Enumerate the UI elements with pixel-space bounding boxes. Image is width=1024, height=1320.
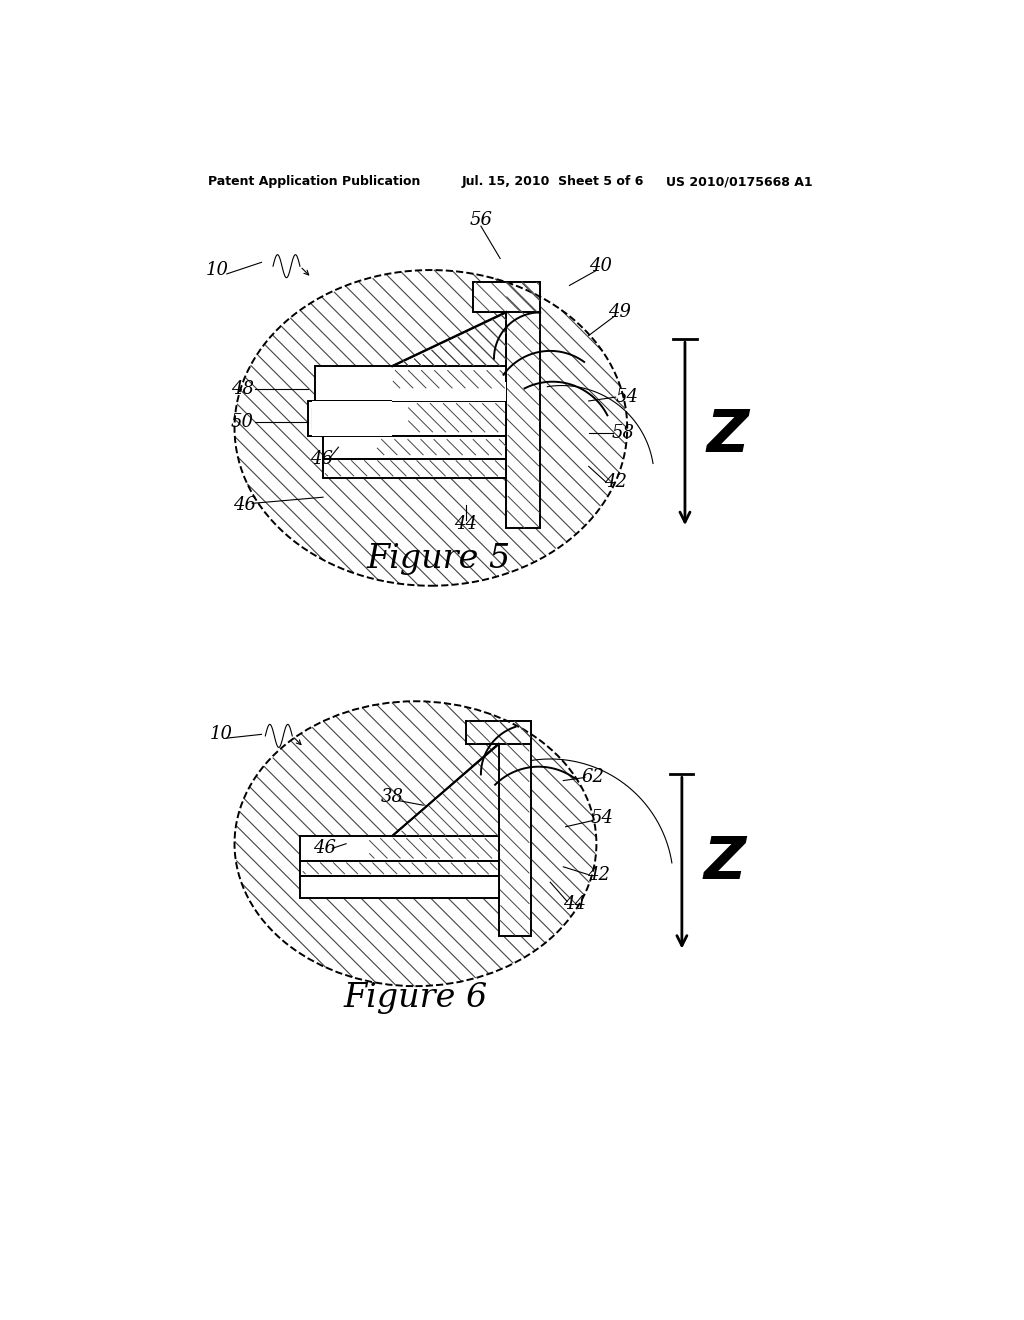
Text: 46: 46 (233, 496, 256, 513)
Text: Jul. 15, 2010  Sheet 5 of 6: Jul. 15, 2010 Sheet 5 of 6 (462, 176, 644, 187)
Text: 49: 49 (608, 304, 631, 321)
Text: 44: 44 (563, 895, 587, 912)
Text: 48: 48 (230, 380, 254, 399)
Polygon shape (392, 313, 506, 367)
Bar (311, 407, 373, 429)
Text: 62: 62 (581, 768, 604, 787)
Text: US 2010/0175668 A1: US 2010/0175668 A1 (666, 176, 812, 187)
Bar (302, 838, 370, 859)
Text: Figure 5: Figure 5 (367, 543, 511, 574)
Bar (473, 281, 541, 313)
Bar (499, 721, 531, 936)
Bar (311, 404, 408, 433)
Text: 38: 38 (381, 788, 403, 807)
Bar (392, 381, 506, 401)
Bar (506, 281, 541, 528)
Bar (323, 459, 506, 478)
Text: 42: 42 (587, 866, 610, 883)
Text: 54: 54 (590, 809, 613, 826)
Bar (300, 836, 499, 861)
Bar (323, 436, 506, 459)
Text: 10: 10 (205, 261, 228, 279)
Bar (311, 401, 392, 436)
Text: Figure 6: Figure 6 (343, 982, 487, 1014)
Bar (315, 367, 506, 401)
Text: 54: 54 (615, 388, 639, 407)
Text: 56: 56 (469, 211, 493, 228)
Bar (466, 721, 531, 743)
Text: 40: 40 (589, 257, 611, 275)
Bar (300, 876, 499, 898)
Text: Patent Application Publication: Patent Application Publication (208, 176, 420, 187)
Text: Z: Z (707, 407, 749, 465)
Text: 46: 46 (313, 840, 336, 857)
Bar (300, 861, 499, 876)
Bar (326, 438, 377, 457)
Text: 58: 58 (612, 424, 635, 442)
Text: 50: 50 (230, 413, 254, 430)
Bar (307, 401, 506, 436)
Text: 10: 10 (210, 726, 232, 743)
Text: 42: 42 (604, 473, 627, 491)
Text: 46: 46 (310, 450, 333, 467)
Text: Z: Z (703, 834, 745, 891)
Text: 44: 44 (454, 515, 477, 533)
Polygon shape (392, 743, 499, 836)
